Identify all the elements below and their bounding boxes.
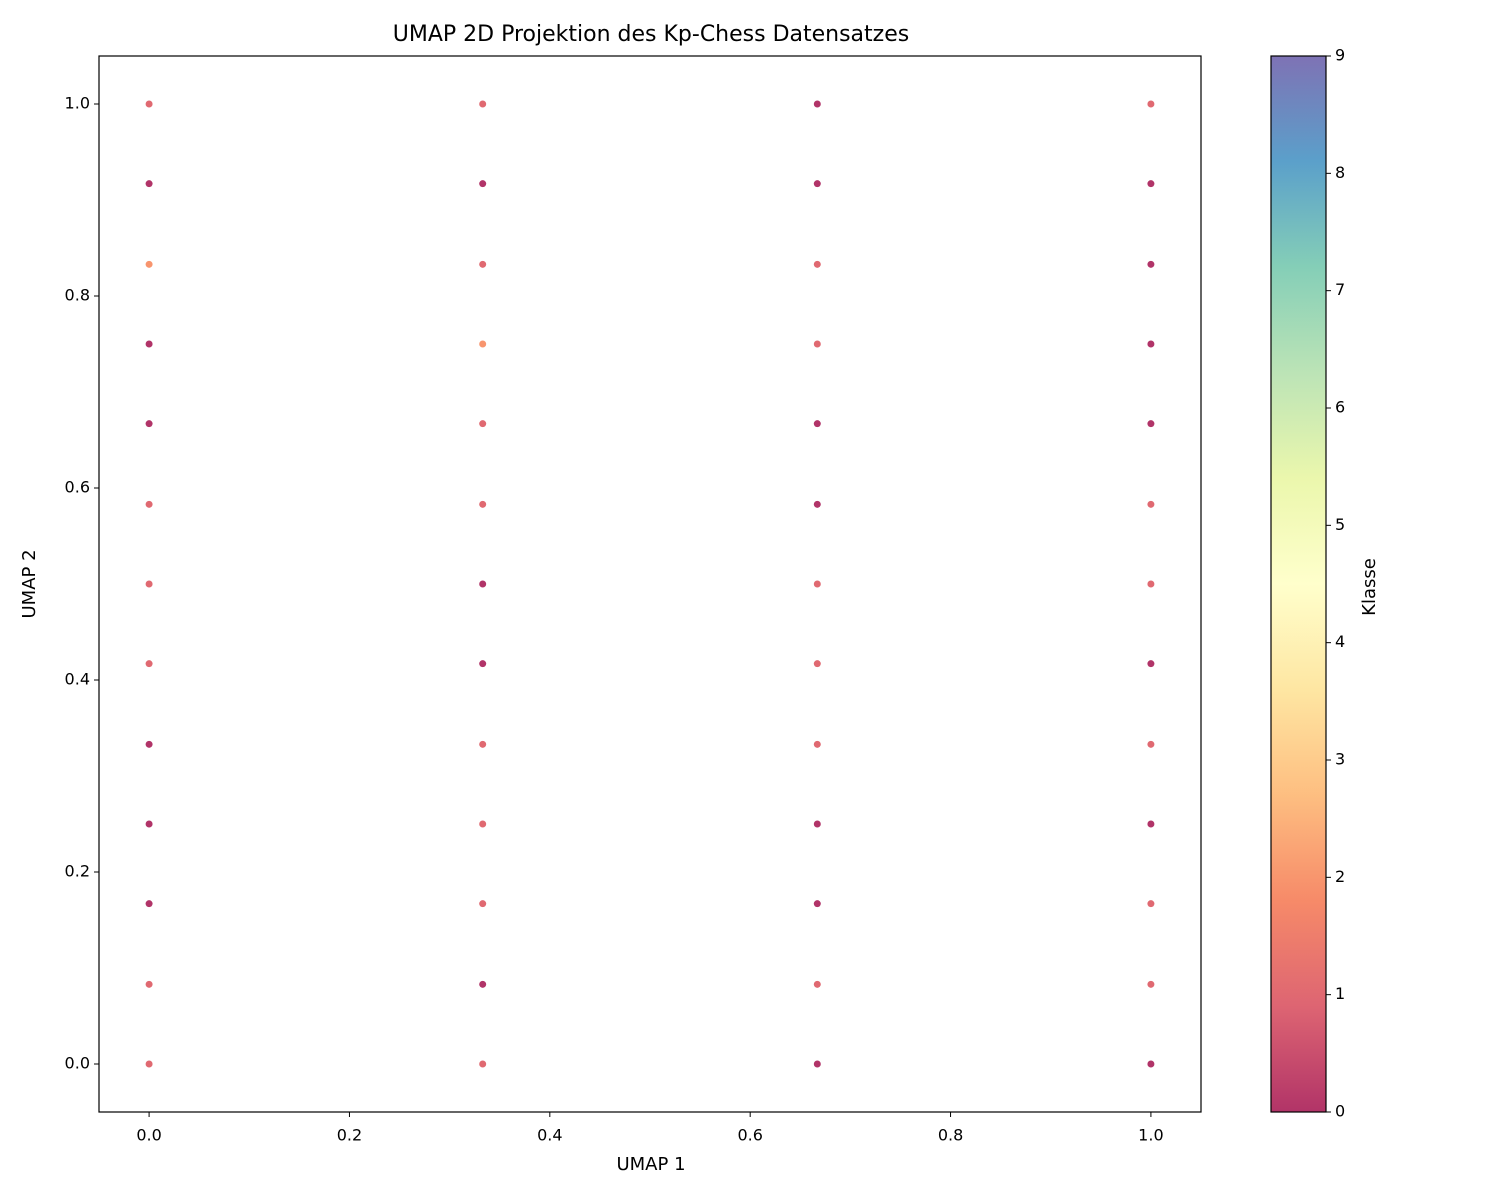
point [479, 820, 487, 828]
point [145, 820, 153, 828]
y-tick-label: 0.0 [65, 1054, 90, 1073]
point [813, 900, 821, 908]
point [813, 100, 821, 108]
y-tick-label: 0.6 [65, 478, 90, 497]
y-tick-label: 0.8 [65, 286, 90, 305]
point [145, 900, 153, 908]
point [479, 340, 487, 348]
chart-title: UMAP 2D Projektion des Kp-Chess Datensat… [393, 22, 909, 47]
point [1147, 100, 1155, 108]
point [813, 340, 821, 348]
point [479, 180, 487, 188]
point [813, 180, 821, 188]
point [479, 980, 487, 988]
x-tick-label: 0.8 [938, 1126, 963, 1145]
point [479, 660, 487, 668]
y-axis-label: UMAP 2 [19, 549, 40, 618]
point [145, 1060, 153, 1068]
point [479, 260, 487, 268]
point [145, 260, 153, 268]
colorbar-tick-label: 6 [1335, 398, 1345, 417]
point [813, 1060, 821, 1068]
x-tick-label: 0.4 [537, 1126, 562, 1145]
colorbar-tick-label: 1 [1335, 984, 1345, 1003]
point [145, 420, 153, 428]
colorbar-tick-label: 8 [1335, 163, 1345, 182]
point [479, 740, 487, 748]
point [145, 740, 153, 748]
point [1147, 1060, 1155, 1068]
colorbar-tick-label: 2 [1335, 867, 1345, 886]
colorbar-tick-label: 3 [1335, 750, 1345, 769]
point [145, 580, 153, 588]
point [145, 500, 153, 508]
x-axis-label: UMAP 1 [616, 1154, 685, 1175]
point [145, 340, 153, 348]
point [813, 420, 821, 428]
point [479, 500, 487, 508]
point [145, 980, 153, 988]
point [1147, 180, 1155, 188]
point [813, 980, 821, 988]
point [1147, 420, 1155, 428]
colorbar-label: Klasse [1359, 558, 1380, 616]
point [479, 900, 487, 908]
point [479, 420, 487, 428]
point [145, 100, 153, 108]
colorbar-tick-label: 0 [1335, 1102, 1345, 1121]
point [479, 1060, 487, 1068]
plot-area [98, 55, 1202, 1113]
point [479, 100, 487, 108]
y-tick-label: 0.2 [65, 862, 90, 881]
y-tick-label: 1.0 [65, 94, 90, 113]
point [813, 660, 821, 668]
point [813, 740, 821, 748]
y-tick-label: 0.4 [65, 670, 90, 689]
point [813, 260, 821, 268]
point [1147, 980, 1155, 988]
point [145, 660, 153, 668]
point [1147, 500, 1155, 508]
colorbar-tick-label: 5 [1335, 515, 1345, 534]
point [1147, 900, 1155, 908]
colorbar-tick-label: 4 [1335, 632, 1345, 651]
colorbar-tick-label: 7 [1335, 280, 1345, 299]
point [813, 580, 821, 588]
x-tick-label: 0.6 [737, 1126, 762, 1145]
point [479, 580, 487, 588]
colorbar-tick-label: 9 [1335, 46, 1345, 65]
point [1147, 260, 1155, 268]
x-tick-label: 1.0 [1138, 1126, 1163, 1145]
point [813, 820, 821, 828]
point [145, 180, 153, 188]
colorbar [1270, 55, 1327, 1113]
x-tick-label: 0.0 [136, 1126, 161, 1145]
point [1147, 340, 1155, 348]
point [813, 500, 821, 508]
point [1147, 660, 1155, 668]
point [1147, 740, 1155, 748]
point [1147, 820, 1155, 828]
x-tick-label: 0.2 [337, 1126, 362, 1145]
point [1147, 580, 1155, 588]
